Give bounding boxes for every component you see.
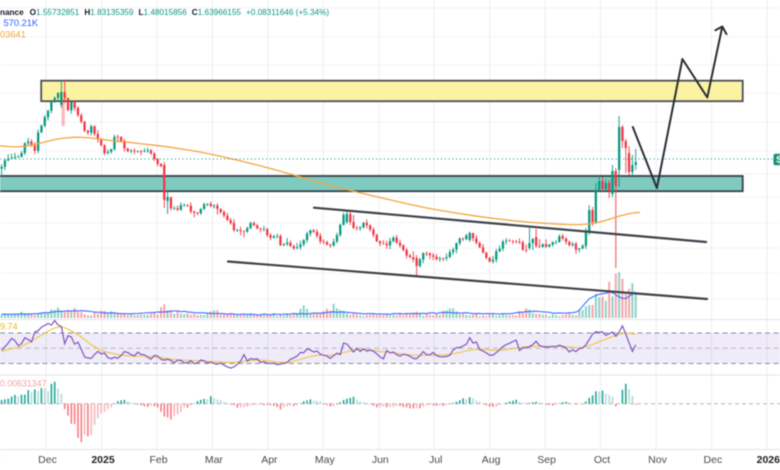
svg-text:570.21K: 570.21K <box>4 18 39 28</box>
svg-text:Jun: Jun <box>372 454 389 466</box>
svg-text:0.00631347: 0.00631347 <box>0 378 47 388</box>
svg-text:Aug: Aug <box>482 454 501 466</box>
svg-text:Jul: Jul <box>429 454 442 466</box>
svg-text:Mar: Mar <box>205 454 224 466</box>
svg-text:2025: 2025 <box>91 454 115 466</box>
svg-text:03641: 03641 <box>0 30 26 40</box>
svg-text:May: May <box>315 454 336 466</box>
svg-text:Sep: Sep <box>537 454 556 466</box>
svg-text:Apr: Apr <box>261 454 278 466</box>
svg-text:Dec: Dec <box>38 454 57 466</box>
svg-text:Nov: Nov <box>648 454 667 466</box>
svg-text:S: S <box>776 155 780 166</box>
svg-text:Dec: Dec <box>704 454 723 466</box>
svg-text:Feb: Feb <box>149 454 167 466</box>
svg-text:Oct: Oct <box>594 454 610 466</box>
svg-text:2026: 2026 <box>757 454 780 466</box>
svg-text:9.74: 9.74 <box>0 321 18 331</box>
